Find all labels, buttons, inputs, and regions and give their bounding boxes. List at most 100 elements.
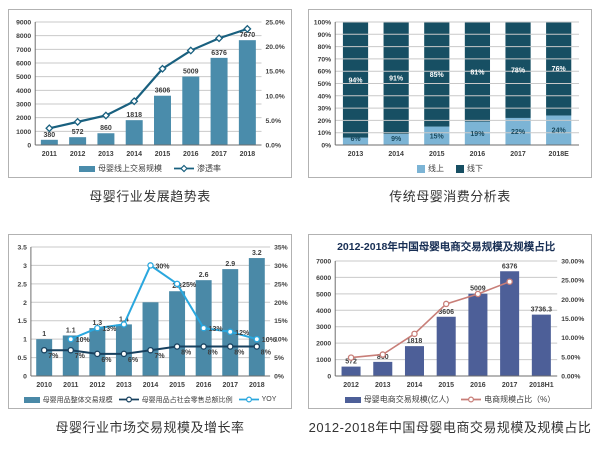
bar-value-label: 6376	[211, 50, 227, 57]
bar-segment	[342, 137, 369, 145]
line-marker	[253, 335, 261, 343]
line-value-label: 7%	[48, 353, 59, 360]
segment-label: 24%	[552, 128, 567, 135]
bar	[142, 302, 159, 376]
bar-value-label: 2.9	[225, 261, 235, 268]
bar	[210, 57, 228, 146]
axis-tick-label-left: 4000	[16, 88, 31, 95]
bars-layer	[36, 258, 265, 376]
line-marker	[200, 343, 207, 350]
axis-tick-label-left: 60%	[318, 69, 332, 76]
axis-tick-label-right: 0%	[274, 374, 284, 381]
axis-tick-label-left: 0	[23, 374, 27, 381]
axis-tick-label-left: 0	[27, 143, 31, 150]
value-labels: 380 572 860 1818 3606 5009 6376 7670	[44, 32, 256, 139]
line-path	[350, 280, 510, 359]
line-marker	[379, 351, 387, 358]
legend-item: 电商规模占比（%）	[461, 394, 555, 405]
axis-tick-label-left: 9000	[16, 20, 31, 27]
chart-legend: 母婴电商交易规模(亿人) 电商规模占比（%）	[344, 392, 555, 407]
axis-tick-label-right: 0.00%	[561, 374, 580, 381]
axis-tick-label-left: 1.5	[17, 318, 27, 325]
axis-tick-label-left: 40%	[318, 93, 332, 100]
line-value-label: 8%	[261, 350, 272, 357]
line-marker	[147, 262, 154, 269]
legend-bar-swatch	[344, 396, 361, 403]
bar	[154, 95, 171, 145]
axis-tick-label-left: 6000	[16, 61, 31, 68]
segment-label: 9%	[391, 136, 402, 143]
legend-label: 母婴电商交易规模(亿人)	[363, 395, 450, 404]
line-value-label: 12%	[235, 330, 250, 337]
axis-tick-label-left: 2	[23, 300, 27, 307]
line-marker	[120, 321, 128, 328]
legend-square-swatch	[417, 164, 425, 173]
bar-value-label: 5009	[183, 69, 199, 76]
category-label: 2012	[90, 382, 106, 389]
legend-label: 线下	[467, 164, 483, 173]
axis-tick-label-left: 10%	[318, 130, 332, 137]
chart-legend: 线上 线下	[417, 161, 483, 176]
line-value-label: 10%	[262, 337, 277, 344]
chart-cell-trend: 0 1000 2000 3000 4000 5000 6000 7000 8000 9000 0.0…	[0, 0, 300, 225]
chart-inner-title: 2012-2018年中国母婴电商交易规模及规模占比	[337, 240, 556, 253]
bar	[248, 258, 265, 376]
line-marker	[226, 343, 234, 350]
axis-tick-label-right: 20.0%	[266, 44, 285, 51]
line-value-label: 13%	[102, 326, 117, 333]
bar	[40, 139, 58, 145]
axis-tick-label-right: 25%	[274, 281, 288, 288]
category-label: 2012	[70, 151, 86, 158]
axis-tick-label-left: 0	[327, 374, 331, 381]
chart-box-trend: 0 1000 2000 3000 4000 5000 6000 7000 8000 9000 0.0…	[8, 9, 292, 178]
category-label: 2011	[63, 382, 78, 389]
category-label: 2018E	[549, 151, 570, 158]
bar-value-label: 1.4	[119, 316, 129, 323]
axis-tick-label-right: 30.00%	[561, 259, 584, 266]
line-marker	[147, 346, 154, 354]
bar-segment	[424, 22, 450, 127]
axis-tick-label-left: 5000	[316, 291, 331, 298]
line-value-label: 6%	[101, 357, 112, 364]
axis-tick-label-left: 5000	[16, 74, 31, 81]
axis-tick-label-left: 80%	[318, 44, 332, 51]
bar-segment	[546, 22, 572, 116]
axis-tick-label-left: 0%	[321, 143, 331, 150]
legend-item: YOY	[238, 395, 276, 404]
legend-item: 母婴用品整体交易规模	[23, 395, 113, 405]
legend-item: 母婴线上交易规模	[79, 163, 162, 174]
line-marker	[120, 350, 128, 358]
bar	[69, 137, 87, 145]
bar-value-label: 3606	[155, 88, 171, 95]
legend-line-swatch	[461, 396, 482, 403]
legend-line-swatch	[174, 164, 194, 173]
axis-tick-label-left: 6000	[316, 275, 331, 282]
legend-square-swatch	[456, 164, 464, 173]
axis-tick-label-left: 7000	[16, 47, 31, 54]
category-label: 2016	[470, 151, 486, 158]
line-value-label: 8%	[208, 350, 219, 357]
line-marker	[45, 124, 54, 133]
line-marker	[130, 97, 139, 106]
bar-value-label: 3.2	[252, 250, 262, 257]
axis-tick-label-left: 8000	[16, 33, 31, 40]
legend-label: 线上	[428, 164, 444, 173]
legend-label: 母婴用品整体交易规模	[42, 396, 113, 404]
line-marker	[158, 64, 167, 73]
category-label: 2014	[407, 382, 423, 389]
line-marker	[411, 330, 418, 338]
chart-caption-ecommerce: 2012-2018年中国母婴电商交易规模及规模占比	[308, 420, 592, 435]
legend-item: 渗透率	[174, 163, 221, 174]
line-path	[49, 27, 248, 130]
category-label: 2017	[502, 382, 518, 389]
bar	[436, 316, 456, 376]
category-label: 2011	[42, 151, 57, 158]
axis-tick-label-left: 2000	[16, 115, 31, 122]
axis-tick-label-left: 1000	[316, 357, 331, 364]
axis-tick-label-left: 0.5	[17, 355, 27, 362]
legend-line-swatch	[118, 396, 139, 403]
bar-segment	[342, 22, 369, 138]
bar-value-label: 860	[100, 125, 112, 132]
bars-layer	[342, 22, 572, 145]
line-series	[347, 278, 513, 361]
